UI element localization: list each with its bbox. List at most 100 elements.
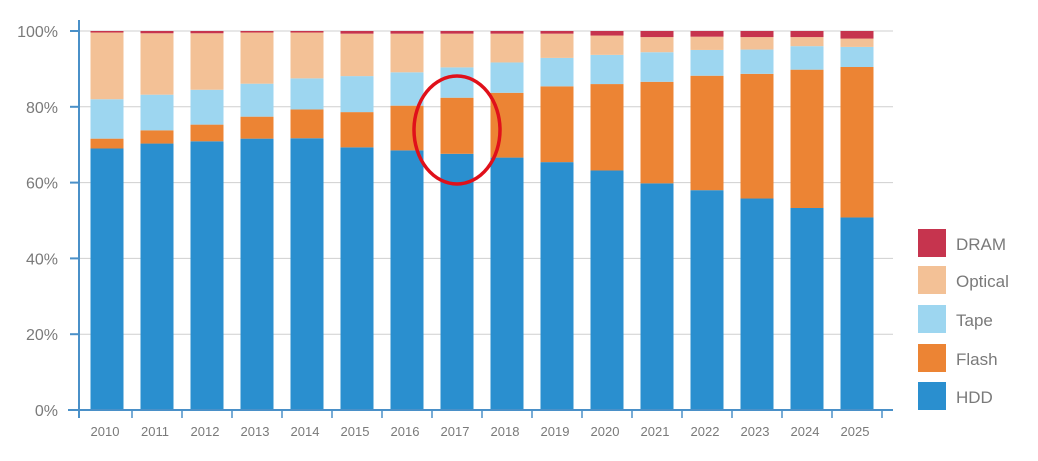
x-tick-label-2013: 2013 bbox=[241, 424, 270, 439]
bar-dram-2011 bbox=[140, 31, 174, 34]
bar-flash-2020 bbox=[590, 84, 624, 171]
legend-swatch-hdd bbox=[918, 382, 946, 410]
bar-hdd-2014 bbox=[290, 138, 324, 410]
bar-hdd-2023 bbox=[740, 198, 774, 410]
highlight-circle bbox=[412, 74, 502, 186]
bar-tape-2021 bbox=[640, 52, 674, 82]
bar-stacks bbox=[90, 31, 874, 411]
bar-hdd-2021 bbox=[640, 183, 674, 410]
bar-optical-2012 bbox=[190, 33, 224, 90]
y-tick-labels: 0% 20% 40% 60% 80% 100% bbox=[17, 24, 58, 420]
bar-hdd-2015 bbox=[340, 147, 374, 410]
x-tick-label-2011: 2011 bbox=[141, 424, 169, 439]
legend-swatch-optical bbox=[918, 266, 946, 294]
x-tick-label-2016: 2016 bbox=[391, 424, 420, 439]
y-tick-label-20-: 20% bbox=[26, 327, 58, 344]
bar-tape-2015 bbox=[340, 76, 374, 113]
bar-dram-2023 bbox=[740, 31, 774, 38]
bar-hdd-2016 bbox=[390, 150, 424, 410]
bar-dram-2017 bbox=[440, 31, 474, 34]
bar-optical-2017 bbox=[440, 33, 474, 68]
bar-dram-2022 bbox=[690, 31, 724, 37]
bar-tape-2022 bbox=[690, 49, 724, 76]
bar-optical-2021 bbox=[640, 37, 674, 53]
y-tick-label-80-: 80% bbox=[26, 100, 58, 117]
x-tick-label-2014: 2014 bbox=[291, 424, 320, 439]
bar-optical-2022 bbox=[690, 36, 724, 50]
bar-tape-2014 bbox=[290, 78, 324, 110]
bar-hdd-2012 bbox=[190, 141, 224, 410]
bar-tape-2012 bbox=[190, 89, 224, 125]
bar-tape-2024 bbox=[790, 46, 824, 70]
bar-optical-2013 bbox=[240, 32, 274, 84]
legend-swatch-flash bbox=[918, 344, 946, 372]
bar-optical-2019 bbox=[540, 33, 574, 58]
bar-tape-2023 bbox=[740, 49, 774, 74]
bar-flash-2022 bbox=[690, 75, 724, 191]
x-tick-label-2025: 2025 bbox=[841, 424, 870, 439]
bar-dram-2025 bbox=[840, 31, 874, 39]
x-tick-label-2012: 2012 bbox=[191, 424, 220, 439]
x-tick-label-2018: 2018 bbox=[491, 424, 520, 439]
bar-hdd-2020 bbox=[590, 170, 624, 410]
y-tick-label-0-: 0% bbox=[35, 403, 58, 420]
bar-flash-2017 bbox=[440, 97, 474, 154]
bar-optical-2011 bbox=[140, 33, 174, 95]
bar-hdd-2013 bbox=[240, 138, 274, 411]
x-tick-label-2024: 2024 bbox=[791, 424, 820, 439]
y-tick-label-100-: 100% bbox=[17, 24, 58, 41]
x-tick-label-2022: 2022 bbox=[691, 424, 720, 439]
bar-hdd-2018 bbox=[490, 157, 524, 410]
bar-dram-2024 bbox=[790, 31, 824, 38]
bar-dram-2015 bbox=[340, 31, 374, 34]
legend-label-dram: DRAM bbox=[956, 235, 1006, 254]
legend-label-flash: Flash bbox=[956, 350, 998, 369]
x-tick-label-2021: 2021 bbox=[641, 424, 670, 439]
bar-optical-2015 bbox=[340, 33, 374, 77]
axes bbox=[68, 20, 893, 418]
bar-flash-2010 bbox=[90, 138, 124, 149]
bar-flash-2021 bbox=[640, 81, 674, 184]
bar-tape-2010 bbox=[90, 99, 124, 139]
bar-flash-2019 bbox=[540, 86, 574, 163]
bar-optical-2025 bbox=[840, 38, 874, 47]
legend-label-tape: Tape bbox=[956, 311, 993, 330]
bar-dram-2013 bbox=[240, 31, 274, 33]
bar-optical-2016 bbox=[390, 33, 424, 73]
bar-tape-2011 bbox=[140, 94, 174, 131]
bar-optical-2023 bbox=[740, 37, 774, 50]
bar-hdd-2017 bbox=[440, 153, 474, 410]
y-tick-label-60-: 60% bbox=[26, 176, 58, 193]
bar-tape-2017 bbox=[440, 67, 474, 98]
bar-flash-2011 bbox=[140, 130, 174, 144]
bar-hdd-2025 bbox=[840, 217, 874, 410]
bar-tape-2018 bbox=[490, 62, 524, 93]
highlight-ellipse-2017 bbox=[412, 74, 502, 186]
legend-label-hdd: HDD bbox=[956, 388, 993, 407]
bar-hdd-2010 bbox=[90, 148, 124, 411]
bar-tape-2025 bbox=[840, 46, 874, 68]
bar-tape-2019 bbox=[540, 57, 574, 87]
bar-hdd-2011 bbox=[140, 143, 174, 411]
bar-optical-2024 bbox=[790, 37, 824, 47]
bar-optical-2020 bbox=[590, 35, 624, 55]
bar-flash-2023 bbox=[740, 73, 774, 199]
bar-dram-2010 bbox=[90, 31, 124, 33]
bar-flash-2024 bbox=[790, 69, 824, 208]
bar-tape-2013 bbox=[240, 83, 274, 117]
y-tick-label-40-: 40% bbox=[26, 251, 58, 268]
x-tick-label-2020: 2020 bbox=[591, 424, 620, 439]
bar-dram-2019 bbox=[540, 31, 574, 34]
bar-flash-2015 bbox=[340, 112, 374, 148]
bar-flash-2014 bbox=[290, 109, 324, 139]
x-tick-label-2010: 2010 bbox=[91, 424, 120, 439]
bar-flash-2016 bbox=[390, 105, 424, 151]
x-tick-labels: 2010 2011 2012 2013 2014 2015 2016 2017 2018 2019… bbox=[91, 410, 883, 439]
x-tick-label-2019: 2019 bbox=[541, 424, 570, 439]
legend-swatch-dram bbox=[918, 229, 946, 257]
bar-optical-2018 bbox=[490, 33, 524, 63]
bar-hdd-2019 bbox=[540, 162, 574, 410]
bar-tape-2016 bbox=[390, 72, 424, 106]
bar-dram-2021 bbox=[640, 31, 674, 38]
